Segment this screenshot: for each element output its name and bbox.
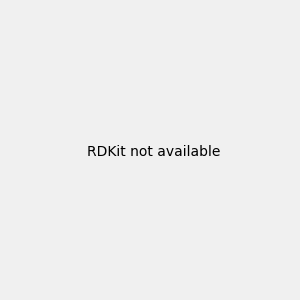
Text: RDKit not available: RDKit not available <box>87 145 220 158</box>
